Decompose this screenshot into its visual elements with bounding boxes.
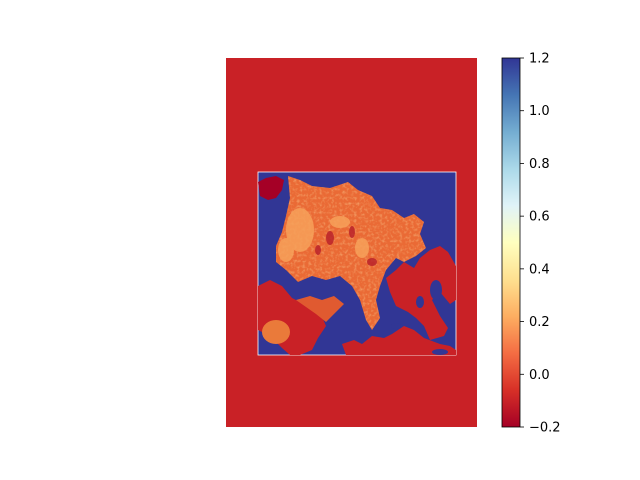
left-patch — [262, 320, 290, 344]
high-value-patches — [278, 208, 369, 262]
colorbar-tick-label: 0.0 — [529, 368, 550, 383]
colorbar-tick-label: 1.0 — [529, 104, 550, 119]
colorbar-tick-label: 0.4 — [529, 262, 550, 277]
colorbar-tick-label: 0.2 — [529, 315, 550, 330]
colorbar-tick-label: 0.8 — [529, 157, 550, 172]
heatmap-image — [226, 58, 477, 427]
colorbar-tick-label: 1.2 — [529, 52, 550, 67]
bottom-right-landmass — [342, 326, 456, 355]
colorbar-frame — [501, 57, 521, 428]
colorbar-fill — [502, 58, 520, 427]
colorbar-tick-label: −0.2 — [529, 421, 561, 436]
right-landmass — [386, 246, 456, 340]
colorbar-tick-label: 0.6 — [529, 210, 550, 225]
top-left-blob — [258, 176, 284, 200]
blue-inlets — [391, 280, 448, 355]
dark-patches — [315, 226, 377, 266]
greenland-area — [296, 296, 344, 322]
colorbar-ticks: −0.2 0.0 0.2 0.4 0.6 0.8 1.0 1.2 — [520, 52, 561, 436]
central-field-texture — [276, 176, 426, 330]
colorbar: −0.2 0.0 0.2 0.4 0.6 0.8 1.0 1.2 — [501, 52, 561, 436]
